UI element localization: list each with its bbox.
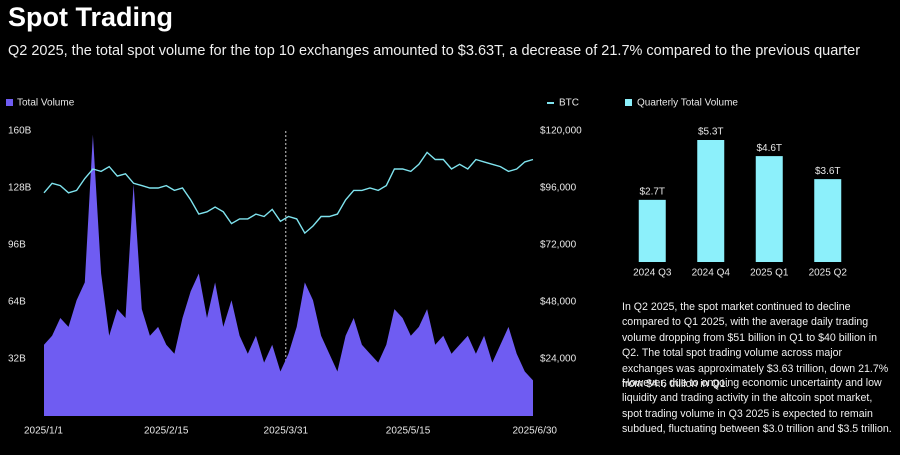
y2-tick-label: $120,000 — [540, 126, 582, 137]
legend-swatch — [6, 99, 13, 106]
note: In Q2 2025, the spot market continued to… — [622, 301, 889, 391]
y-tick-label: 160B — [8, 126, 32, 137]
bar-value-label: $2.7T — [639, 186, 665, 197]
note: However, due to ongoing economic uncerta… — [622, 377, 892, 436]
page-subtitle: Q2 2025, the total spot volume for the t… — [8, 43, 860, 59]
y-tick-label: 128B — [8, 183, 32, 194]
bar — [814, 179, 842, 262]
x-tick-label: 2025 Q2 — [809, 268, 848, 279]
bar-value-label: $4.6T — [756, 143, 782, 154]
btc-line — [43, 151, 534, 235]
bar-value-label: $3.6T — [815, 166, 841, 177]
x-tick-label: 2025/5/15 — [386, 426, 431, 437]
volume-area — [44, 134, 533, 416]
y-tick-label: 96B — [8, 240, 26, 251]
page-title: Spot Trading — [8, 2, 173, 32]
bar — [697, 140, 725, 262]
legend-label: Quarterly Total Volume — [637, 98, 738, 109]
legend-swatch — [625, 99, 632, 106]
x-tick-label: 2025/2/15 — [144, 426, 189, 437]
y2-tick-label: $24,000 — [540, 354, 577, 365]
legend-label: BTC — [559, 98, 579, 109]
y-tick-label: 32B — [8, 354, 26, 365]
bar-value-label: $5.3T — [698, 127, 724, 138]
x-tick-label: 2024 Q4 — [692, 268, 731, 279]
bar — [638, 199, 666, 262]
y2-tick-label: $96,000 — [540, 183, 577, 194]
x-tick-label: 2024 Q3 — [633, 268, 672, 279]
y2-tick-label: $72,000 — [540, 240, 577, 251]
x-tick-label: 2025/6/30 — [513, 426, 558, 437]
x-tick-label: 2025 Q1 — [750, 268, 789, 279]
bar — [755, 156, 783, 262]
x-tick-label: 2025/3/31 — [264, 426, 309, 437]
y-tick-label: 64B — [8, 297, 26, 308]
legend-label: Total Volume — [17, 98, 75, 109]
y2-tick-label: $48,000 — [540, 297, 577, 308]
x-tick-label: 2025/1/1 — [24, 426, 63, 437]
